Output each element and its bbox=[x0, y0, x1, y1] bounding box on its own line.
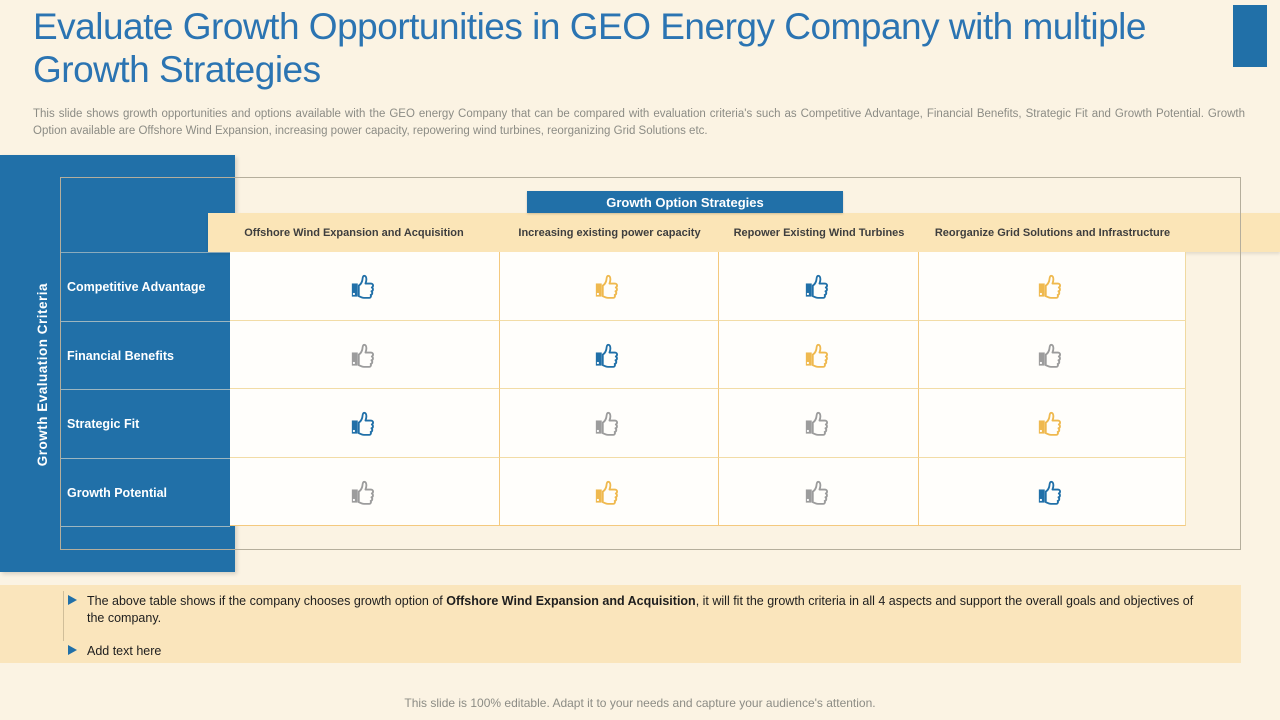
thumbs-up-icon bbox=[805, 411, 828, 436]
page-title: Evaluate Growth Opportunities in GEO Ene… bbox=[33, 6, 1228, 92]
thumbs-up-icon bbox=[595, 343, 618, 368]
column-header-band: Offshore Wind Expansion and Acquisition I… bbox=[208, 213, 1280, 252]
editable-footnote: This slide is 100% editable. Adapt it to… bbox=[404, 696, 876, 710]
note-bullet-2-text: Add text here bbox=[87, 644, 162, 658]
row-label-column: Competitive Advantage Financial Benefits S… bbox=[60, 252, 230, 527]
thumbs-up-icon bbox=[1038, 343, 1061, 368]
column-header-4: Reorganize Grid Solutions and Infrastruc… bbox=[934, 226, 1171, 239]
rating-cell-blue bbox=[719, 252, 919, 321]
row-label-2: Financial Benefits bbox=[60, 322, 230, 390]
page-title-line2: Growth Strategies bbox=[33, 48, 321, 90]
rating-cell-gray bbox=[500, 389, 719, 458]
thumbs-up-icon bbox=[595, 480, 618, 505]
rating-cell-gray bbox=[230, 458, 500, 526]
row-label-1: Competitive Advantage bbox=[60, 253, 230, 322]
criteria-blue-band bbox=[0, 155, 235, 572]
rating-cell-blue bbox=[919, 458, 1186, 526]
note-bullet-1-bold: Offshore Wind Expansion and Acquisition bbox=[446, 594, 696, 608]
rating-cell-yellow bbox=[719, 321, 919, 389]
criteria-axis: Growth Evaluation Criteria bbox=[18, 175, 66, 575]
page-title-line1: Evaluate Growth Opportunities in GEO Ene… bbox=[33, 6, 1146, 47]
bullet-arrow-icon bbox=[68, 645, 77, 655]
rating-cell-blue bbox=[500, 321, 719, 389]
slide-description: This slide shows growth opportunities an… bbox=[33, 108, 1245, 138]
rating-cell-gray bbox=[719, 458, 919, 526]
thumbs-up-icon bbox=[1038, 411, 1061, 436]
column-header-2: Increasing existing power capacity bbox=[518, 226, 701, 239]
rating-cell-gray bbox=[919, 321, 1186, 389]
rating-cell-blue bbox=[230, 389, 500, 458]
thumbs-up-icon bbox=[351, 343, 374, 368]
rating-cell-yellow bbox=[919, 252, 1186, 321]
rating-cell-gray bbox=[719, 389, 919, 458]
thumbs-up-icon bbox=[805, 480, 828, 505]
notes-band bbox=[0, 585, 1241, 663]
thumbs-up-icon bbox=[595, 274, 618, 299]
bullet-arrow-icon bbox=[68, 595, 77, 605]
strategies-banner: Growth Option Strategies bbox=[527, 191, 843, 213]
thumbs-up-icon bbox=[805, 274, 828, 299]
thumbs-up-icon bbox=[805, 343, 828, 368]
column-header-1: Offshore Wind Expansion and Acquisition bbox=[244, 226, 464, 239]
notes-divider-line bbox=[63, 591, 64, 641]
column-header-3: Repower Existing Wind Turbines bbox=[733, 226, 905, 239]
rating-cell-blue bbox=[230, 252, 500, 321]
rating-cell-yellow bbox=[919, 389, 1186, 458]
thumbs-up-icon bbox=[351, 411, 374, 436]
thumbs-up-icon bbox=[595, 411, 618, 436]
rating-cell-yellow bbox=[500, 252, 719, 321]
thumbs-up-icon bbox=[1038, 480, 1061, 505]
row-label-4: Growth Potential bbox=[60, 459, 230, 527]
rating-grid bbox=[230, 252, 1186, 526]
thumbs-up-icon bbox=[351, 274, 374, 299]
thumbs-up-icon bbox=[1038, 274, 1061, 299]
criteria-axis-label: Growth Evaluation Criteria bbox=[34, 283, 50, 467]
decorative-blue-rectangle bbox=[1233, 5, 1267, 67]
note-bullet-1: The above table shows if the company cho… bbox=[68, 593, 1208, 626]
note-bullet-1-text: The above table shows if the company cho… bbox=[87, 594, 1194, 625]
note-bullet-2: Add text here bbox=[68, 643, 1208, 660]
row-label-3: Strategic Fit bbox=[60, 390, 230, 459]
rating-cell-yellow bbox=[500, 458, 719, 526]
rating-cell-gray bbox=[230, 321, 500, 389]
thumbs-up-icon bbox=[351, 480, 374, 505]
